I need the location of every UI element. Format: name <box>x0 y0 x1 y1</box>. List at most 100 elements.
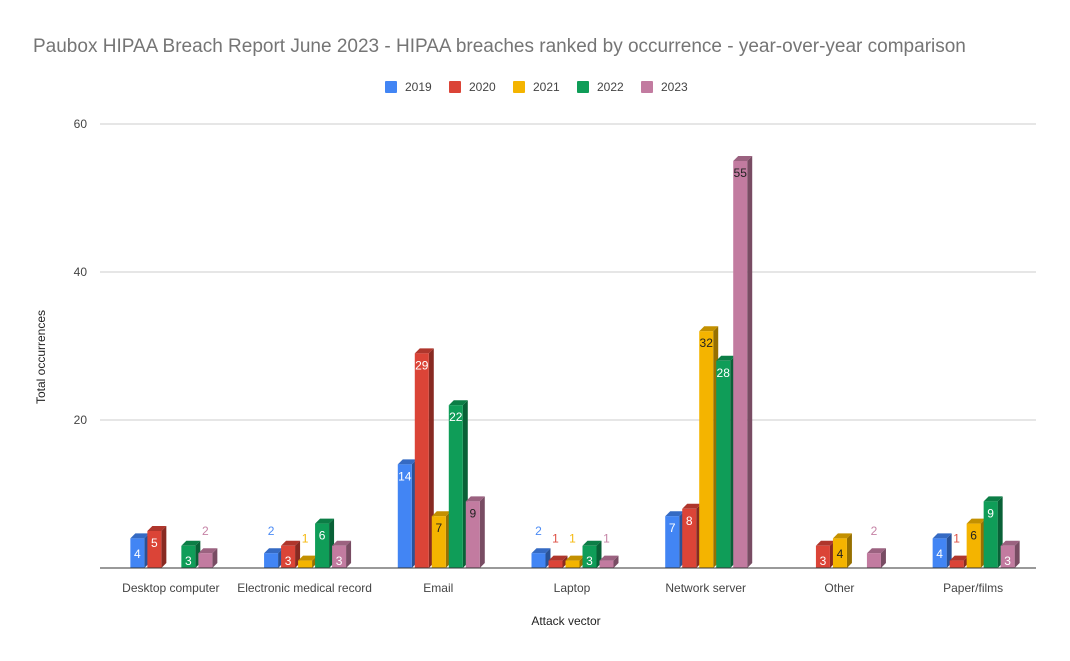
bar-front <box>866 553 881 568</box>
bar-front <box>699 331 714 568</box>
bar-top <box>733 156 753 161</box>
legend-label: 2020 <box>469 80 496 94</box>
bar-top <box>699 326 719 332</box>
bar-2021-4 <box>699 326 719 568</box>
bar-front <box>431 516 446 568</box>
data-label: 14 <box>398 469 412 483</box>
bar-top <box>682 503 702 509</box>
bar-top <box>983 496 1003 502</box>
bar-front <box>397 464 412 568</box>
bar-front <box>665 516 680 568</box>
bar-top <box>465 496 485 502</box>
x-axis-title: Attack vector <box>531 614 600 628</box>
bar-top <box>565 555 585 561</box>
bar-front <box>281 545 296 568</box>
data-label: 5 <box>151 536 158 550</box>
legend: 2019 2020 2021 2022 2023 <box>385 80 688 94</box>
bar-side <box>747 156 753 568</box>
data-label: 3 <box>185 554 192 568</box>
bar-side <box>1014 540 1020 568</box>
bar-side <box>562 555 568 568</box>
x-tick-label: Paper/films <box>943 581 1003 595</box>
bar-front <box>565 560 580 568</box>
y-axis-title: Total occurrences <box>34 310 48 404</box>
bar-front <box>1000 545 1015 568</box>
bar-front <box>832 538 847 568</box>
legend-swatch <box>385 81 397 93</box>
bar-top <box>147 526 167 531</box>
bar-2022-6 <box>983 496 1003 568</box>
bar-side <box>880 548 886 568</box>
bar-top <box>332 540 352 546</box>
bar-2019-4 <box>665 511 685 568</box>
bar-front <box>966 523 981 568</box>
bar-front <box>531 553 546 568</box>
data-label: 1 <box>552 532 559 546</box>
bar-side <box>613 555 619 568</box>
data-label: 1 <box>569 532 576 546</box>
bar-side <box>346 540 352 568</box>
data-label: 4 <box>134 547 141 561</box>
x-tick-label: Desktop computer <box>122 581 219 595</box>
legend-item-2019: 2019 <box>385 80 432 94</box>
bar-top <box>599 555 619 561</box>
data-label: 2 <box>535 524 542 538</box>
bar-top <box>181 540 201 546</box>
bar-side <box>428 348 434 568</box>
data-label: 2 <box>202 524 209 538</box>
bar-2020-0 <box>147 526 167 568</box>
bar-2023-2 <box>465 496 485 568</box>
bar-2021-5 <box>832 533 852 568</box>
bar-front <box>599 560 614 568</box>
data-label: 6 <box>970 529 977 543</box>
bar-2019-3 <box>531 548 551 568</box>
y-tick-label: 60 <box>74 117 88 131</box>
data-label: 1 <box>953 532 960 546</box>
legend-swatch <box>449 81 461 93</box>
bar-2023-0 <box>198 548 218 568</box>
x-tick-label: Laptop <box>554 581 591 595</box>
bar-top <box>866 548 886 554</box>
bar-2022-0 <box>181 540 201 568</box>
data-label: 9 <box>469 506 476 520</box>
bar-front <box>298 560 313 568</box>
bar-top <box>130 533 150 539</box>
bar-front <box>465 501 480 568</box>
bar-front <box>147 531 162 568</box>
y-tick-label: 40 <box>74 265 88 279</box>
bar-2023-1 <box>332 540 352 568</box>
bar-front <box>949 560 964 568</box>
bar-2023-5 <box>866 548 886 568</box>
bar-top <box>431 511 451 517</box>
bar-front <box>315 523 330 568</box>
legend-swatch <box>641 81 653 93</box>
bar-top <box>298 555 318 561</box>
bar-top <box>264 548 284 554</box>
x-tick-label: Electronic medical record <box>237 581 372 595</box>
bar-top <box>448 400 468 406</box>
bar-top <box>414 348 434 354</box>
bar-top <box>932 533 952 539</box>
legend-item-2021: 2021 <box>513 80 560 94</box>
bar-2020-3 <box>548 555 568 568</box>
bar-front <box>582 545 597 568</box>
y-axis-ticks: 20 40 60 <box>74 117 88 427</box>
data-label: 3 <box>285 554 292 568</box>
data-label: 22 <box>449 410 463 424</box>
bar-front <box>332 545 347 568</box>
data-label: 6 <box>319 529 326 543</box>
bar-2019-6 <box>932 533 952 568</box>
bar-top <box>1000 540 1020 546</box>
bar-front <box>548 560 563 568</box>
data-label: 55 <box>734 166 748 180</box>
bar-front <box>264 553 279 568</box>
bar-side <box>846 533 852 568</box>
x-axis-ticks: Desktop computer Electronic medical recor… <box>122 581 1003 595</box>
bar-top <box>397 459 417 465</box>
data-label: 3 <box>820 554 827 568</box>
bar-top <box>665 511 685 517</box>
bar-2023-4 <box>733 156 753 568</box>
bar-2023-3 <box>599 555 619 568</box>
bar-front <box>181 545 196 568</box>
